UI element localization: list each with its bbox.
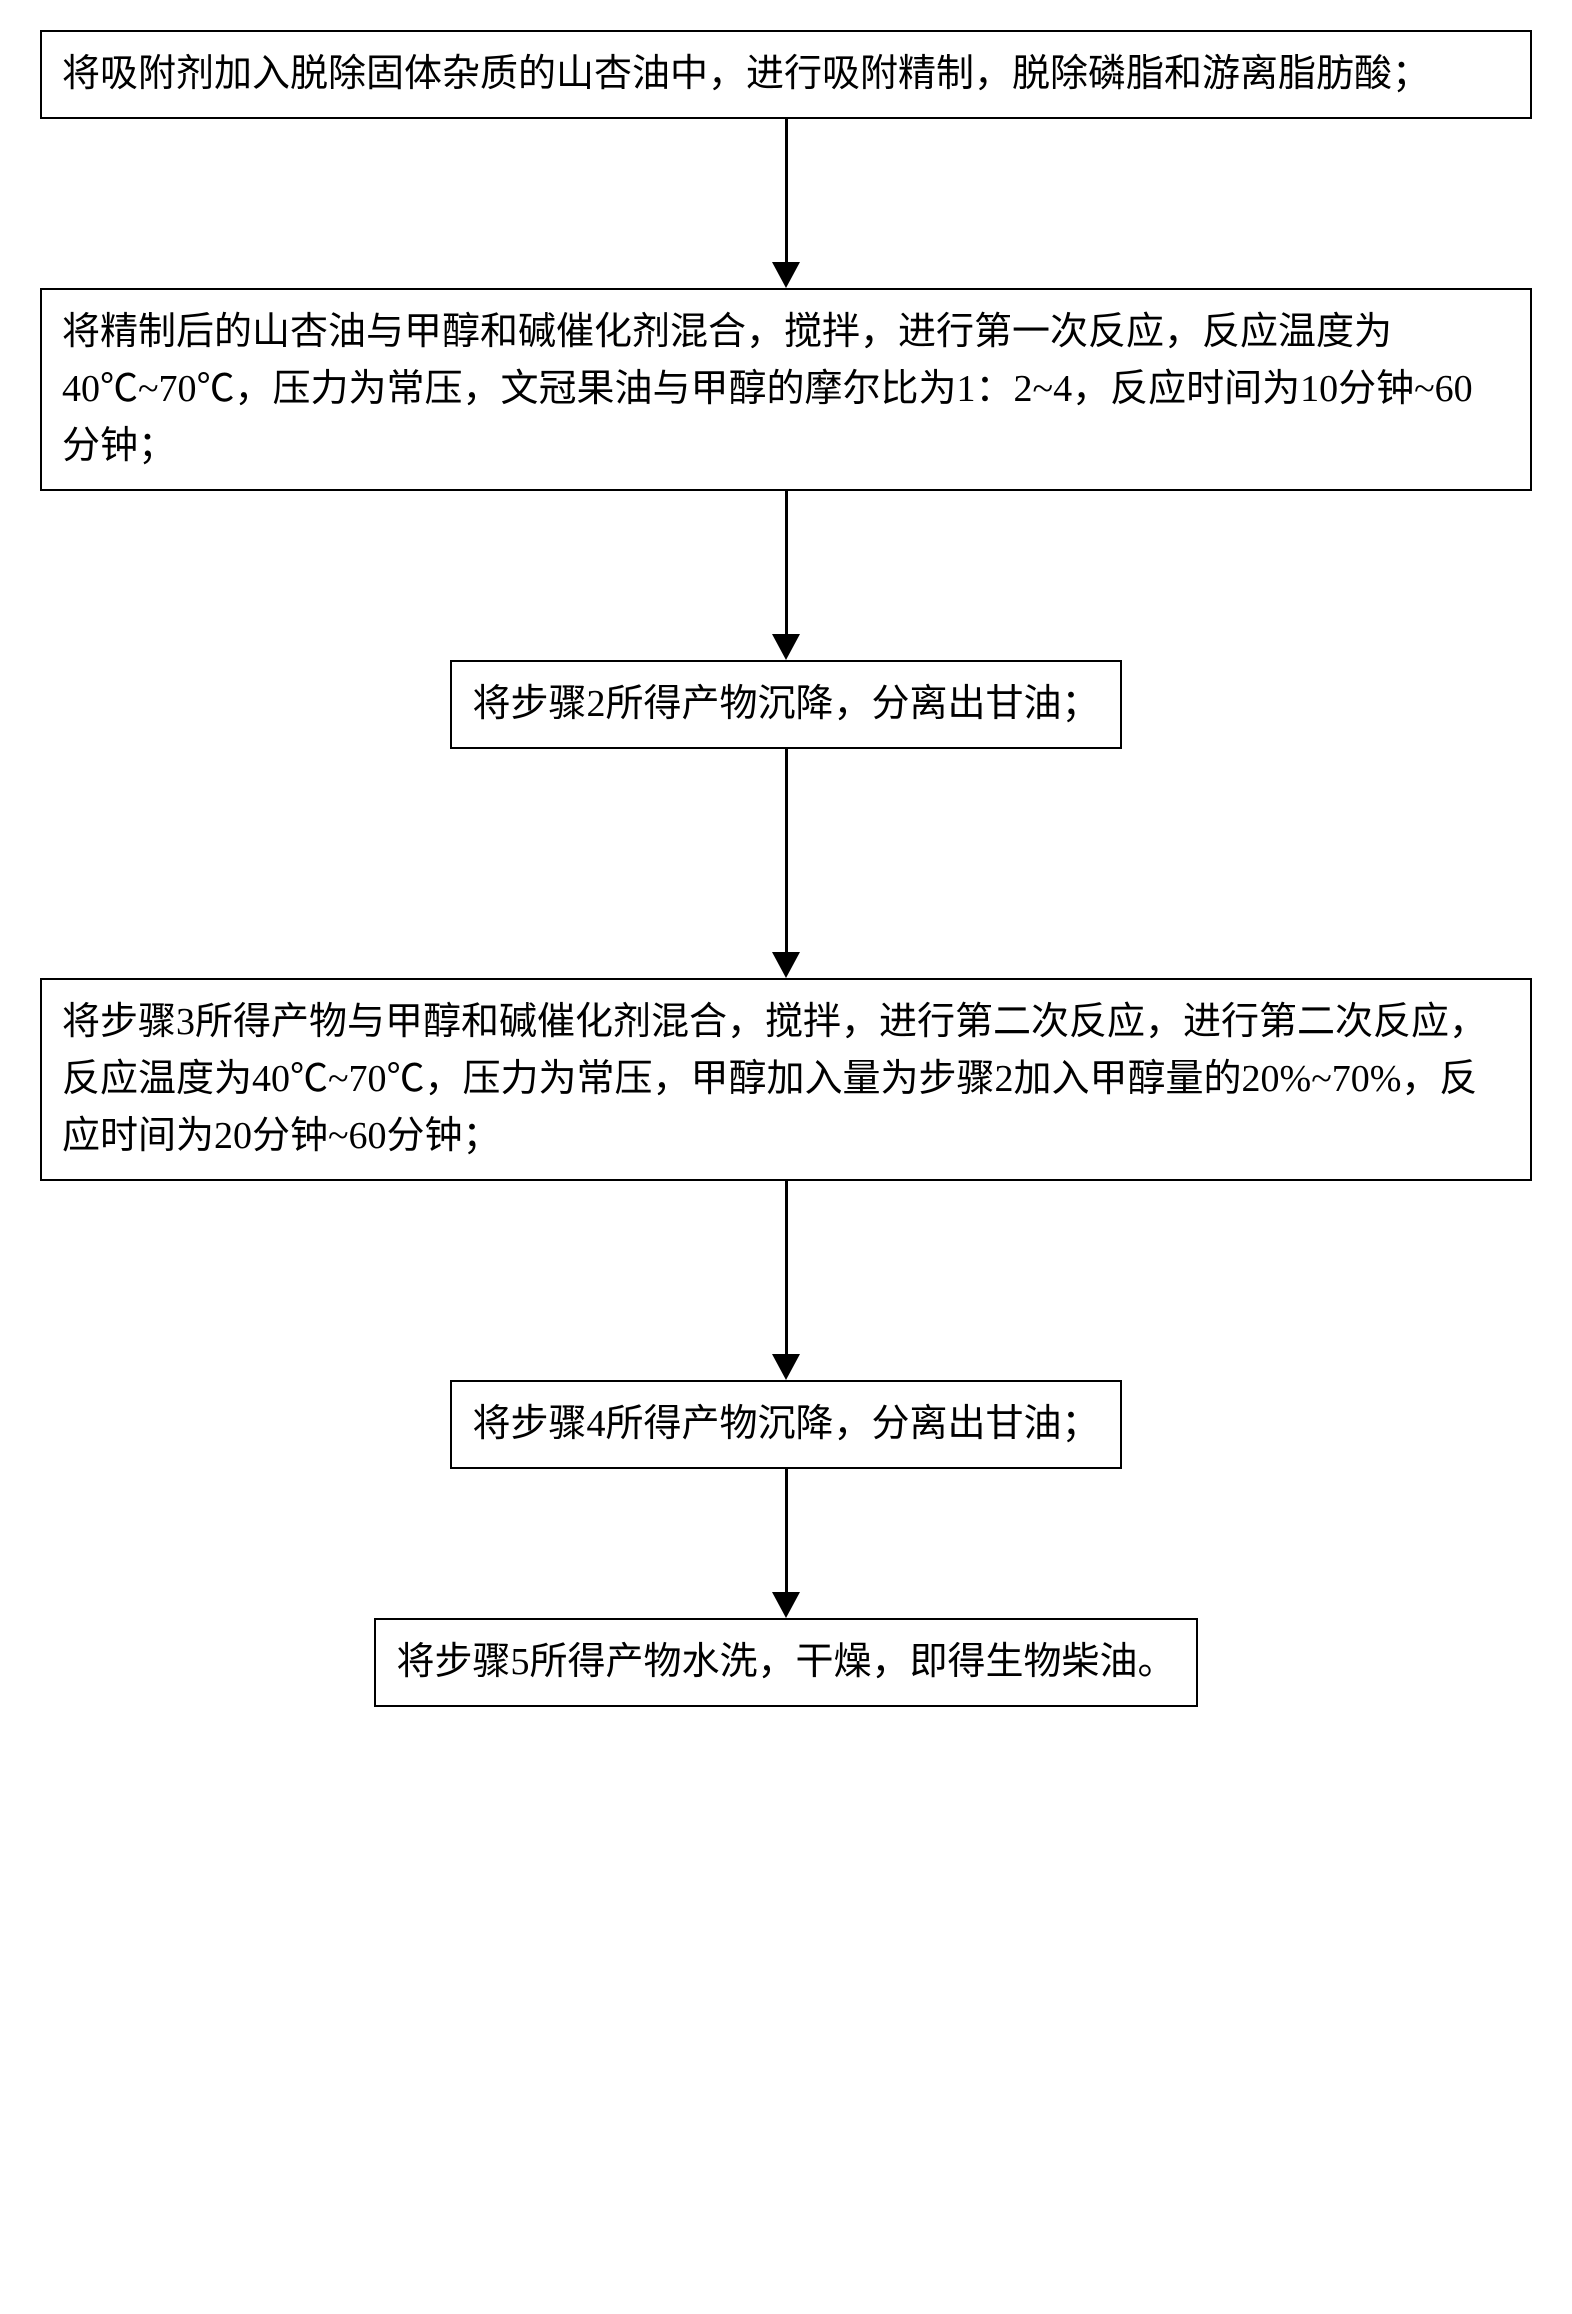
flowchart-container: 将吸附剂加入脱除固体杂质的山杏油中，进行吸附精制，脱除磷脂和游离脂肪酸； 将精制… (40, 30, 1532, 1707)
step4-box: 将步骤3所得产物与甲醇和碱催化剂混合，搅拌，进行第二次反应，进行第二次反应，反应… (40, 978, 1532, 1181)
arrow-line-icon (785, 119, 788, 263)
arrow-5-6 (772, 1469, 800, 1618)
arrow-head-icon (772, 1592, 800, 1618)
step4-text: 将步骤3所得产物与甲醇和碱催化剂混合，搅拌，进行第二次反应，进行第二次反应，反应… (62, 1001, 1487, 1157)
arrow-head-icon (772, 634, 800, 660)
arrow-line-icon (785, 491, 788, 635)
arrow-line-icon (785, 749, 788, 953)
step5-text: 将步骤4所得产物沉降，分离出甘油； (472, 1403, 1099, 1445)
step3-box: 将步骤2所得产物沉降，分离出甘油； (450, 660, 1121, 749)
arrow-4-5 (772, 1181, 800, 1380)
arrow-head-icon (772, 262, 800, 288)
step5-box: 将步骤4所得产物沉降，分离出甘油； (450, 1380, 1121, 1469)
step1-box: 将吸附剂加入脱除固体杂质的山杏油中，进行吸附精制，脱除磷脂和游离脂肪酸； (40, 30, 1532, 119)
step6-box: 将步骤5所得产物水洗，干燥，即得生物柴油。 (374, 1618, 1197, 1707)
step2-box: 将精制后的山杏油与甲醇和碱催化剂混合，搅拌，进行第一次反应，反应温度为40℃~7… (40, 288, 1532, 491)
arrow-head-icon (772, 1354, 800, 1380)
arrow-1-2 (772, 119, 800, 288)
arrow-head-icon (772, 952, 800, 978)
step2-text: 将精制后的山杏油与甲醇和碱催化剂混合，搅拌，进行第一次反应，反应温度为40℃~7… (62, 311, 1473, 467)
step6-text: 将步骤5所得产物水洗，干燥，即得生物柴油。 (396, 1641, 1175, 1683)
arrow-line-icon (785, 1469, 788, 1593)
arrow-2-3 (772, 491, 800, 660)
step1-text: 将吸附剂加入脱除固体杂质的山杏油中，进行吸附精制，脱除磷脂和游离脂肪酸； (62, 53, 1430, 95)
step3-text: 将步骤2所得产物沉降，分离出甘油； (472, 683, 1099, 725)
arrow-3-4 (772, 749, 800, 978)
arrow-line-icon (785, 1181, 788, 1355)
